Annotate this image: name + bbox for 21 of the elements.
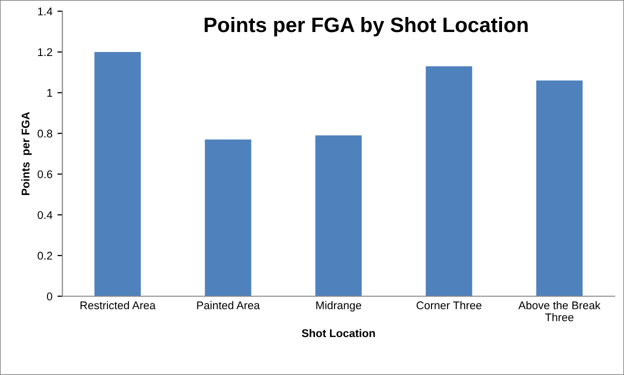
y-tick-label: 0.4 [38,211,52,219]
x-tick-label: Painted Area [197,301,260,310]
bar [426,66,472,296]
x-axis-title: Shot Location [302,328,375,338]
bar [315,135,362,296]
y-tick-label: 0.8 [38,130,52,138]
y-tick-label: 1.4 [38,8,52,16]
x-tick-label: Restricted Area [80,301,156,310]
y-tick-label: 1 [47,89,52,97]
bar [204,140,252,296]
bar [94,52,141,296]
y-tick-label: 0.6 [38,170,52,178]
y-tick-label: 0.2 [38,252,52,260]
x-tick-label: Midrange [316,301,362,312]
y-tick-label: 1.2 [38,48,52,56]
x-tick-label: Above the Break Three [518,301,601,322]
y-axis-title: Points per FGA [21,112,32,195]
chart-title: Points per FGA by Shot Location [204,16,528,36]
y-tick-label: 0 [46,292,52,300]
bar [536,80,583,296]
x-tick-label: Corner Three [416,301,482,310]
